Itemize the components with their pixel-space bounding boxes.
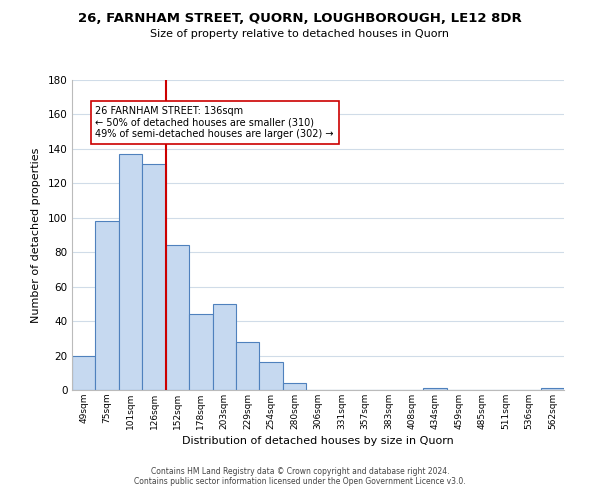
Bar xyxy=(72,356,95,390)
Bar xyxy=(424,388,447,390)
Bar xyxy=(142,164,166,390)
Bar xyxy=(259,362,283,390)
Text: 26, FARNHAM STREET, QUORN, LOUGHBOROUGH, LE12 8DR: 26, FARNHAM STREET, QUORN, LOUGHBOROUGH,… xyxy=(78,12,522,26)
Bar xyxy=(119,154,142,390)
Text: 26 FARNHAM STREET: 136sqm
← 50% of detached houses are smaller (310)
49% of semi: 26 FARNHAM STREET: 136sqm ← 50% of detac… xyxy=(95,106,334,139)
Bar xyxy=(189,314,212,390)
Text: Contains public sector information licensed under the Open Government Licence v3: Contains public sector information licen… xyxy=(134,477,466,486)
X-axis label: Distribution of detached houses by size in Quorn: Distribution of detached houses by size … xyxy=(182,436,454,446)
Text: Contains HM Land Registry data © Crown copyright and database right 2024.: Contains HM Land Registry data © Crown c… xyxy=(151,467,449,476)
Bar xyxy=(166,246,189,390)
Bar xyxy=(283,383,306,390)
Bar xyxy=(212,304,236,390)
Y-axis label: Number of detached properties: Number of detached properties xyxy=(31,148,41,322)
Text: Size of property relative to detached houses in Quorn: Size of property relative to detached ho… xyxy=(151,29,449,39)
Bar xyxy=(95,221,119,390)
Bar xyxy=(541,388,564,390)
Bar xyxy=(236,342,259,390)
